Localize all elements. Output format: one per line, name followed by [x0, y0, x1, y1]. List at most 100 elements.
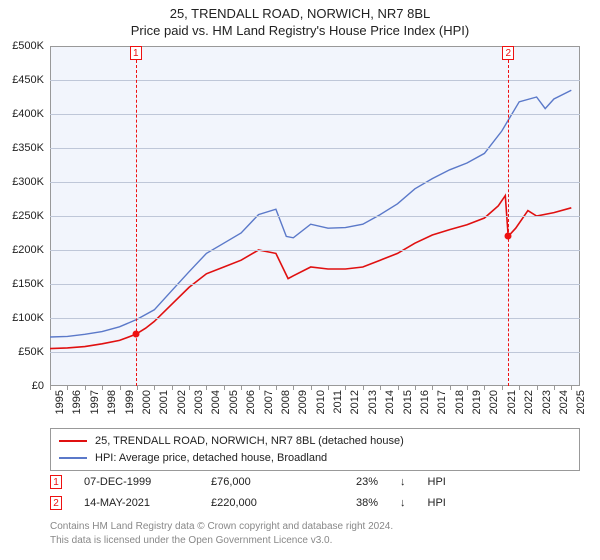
legend-label-hpi: HPI: Average price, detached house, Broa… [95, 450, 327, 467]
y-axis-label: £250K [0, 210, 44, 222]
legend-row-price-paid: 25, TRENDALL ROAD, NORWICH, NR7 8BL (det… [59, 433, 571, 450]
sale-row-2: 2 14-MAY-2021 £220,000 38% ↓ HPI [50, 493, 580, 514]
y-axis-label: £450K [0, 74, 44, 86]
x-axis-label: 2023 [541, 390, 553, 428]
legend-box: 25, TRENDALL ROAD, NORWICH, NR7 8BL (det… [50, 428, 580, 471]
sale-suffix-2: HPI [428, 493, 446, 514]
x-axis-label: 2003 [193, 390, 205, 428]
x-tick-mark [172, 386, 173, 390]
x-tick-mark [224, 386, 225, 390]
x-tick-mark [328, 386, 329, 390]
footer-line1: Contains HM Land Registry data © Crown c… [50, 521, 393, 532]
x-tick-mark [398, 386, 399, 390]
x-tick-mark [293, 386, 294, 390]
x-tick-mark [154, 386, 155, 390]
title-line2: Price paid vs. HM Land Registry's House … [0, 23, 600, 40]
sale-price-2: £220,000 [211, 493, 301, 514]
y-gridline [50, 182, 580, 183]
series-price_paid [50, 196, 571, 349]
x-axis-label: 2020 [488, 390, 500, 428]
sale-marker-box: 2 [502, 46, 514, 60]
x-tick-mark [554, 386, 555, 390]
x-tick-mark [484, 386, 485, 390]
x-tick-mark [380, 386, 381, 390]
y-axis-label: £50K [0, 346, 44, 358]
title-line1: 25, TRENDALL ROAD, NORWICH, NR7 8BL [0, 6, 600, 23]
x-axis-label: 1996 [71, 390, 83, 428]
legend-row-hpi: HPI: Average price, detached house, Broa… [59, 450, 571, 467]
y-axis-label: £300K [0, 176, 44, 188]
x-tick-mark [450, 386, 451, 390]
y-axis-label: £500K [0, 40, 44, 52]
x-tick-mark [537, 386, 538, 390]
x-axis-label: 2022 [523, 390, 535, 428]
sale-pct-2: 38% [323, 493, 378, 514]
y-gridline [50, 114, 580, 115]
x-axis-label: 2019 [471, 390, 483, 428]
x-tick-mark [311, 386, 312, 390]
y-axis-label: £350K [0, 142, 44, 154]
x-axis-label: 2004 [210, 390, 222, 428]
legend-swatch-hpi [59, 457, 87, 459]
x-axis-label: 2007 [263, 390, 275, 428]
x-axis-label: 2012 [349, 390, 361, 428]
x-axis-label: 2000 [141, 390, 153, 428]
x-axis-label: 1997 [89, 390, 101, 428]
x-tick-mark [189, 386, 190, 390]
sale-marker-box: 1 [130, 46, 142, 60]
y-gridline [50, 318, 580, 319]
x-tick-mark [85, 386, 86, 390]
sale-point-icon [505, 233, 512, 240]
x-axis-label: 1998 [106, 390, 118, 428]
x-tick-mark [415, 386, 416, 390]
sale-marker-line [508, 60, 509, 386]
y-axis-label: £100K [0, 312, 44, 324]
x-tick-mark [259, 386, 260, 390]
x-axis-label: 1999 [124, 390, 136, 428]
x-axis-label: 2013 [367, 390, 379, 428]
chart-plot-area: £0£50K£100K£150K£200K£250K£300K£350K£400… [50, 46, 580, 386]
y-axis-label: £400K [0, 108, 44, 120]
chart-container: 25, TRENDALL ROAD, NORWICH, NR7 8BL Pric… [0, 0, 600, 560]
y-gridline [50, 148, 580, 149]
y-axis-label: £150K [0, 278, 44, 290]
x-tick-mark [363, 386, 364, 390]
x-tick-mark [120, 386, 121, 390]
x-tick-mark [345, 386, 346, 390]
series-hpi [50, 90, 571, 337]
x-tick-mark [276, 386, 277, 390]
sale-price-1: £76,000 [211, 472, 301, 493]
x-tick-mark [519, 386, 520, 390]
x-axis-label: 2010 [315, 390, 327, 428]
x-axis-label: 2001 [158, 390, 170, 428]
sale-marker-1: 1 [50, 475, 62, 489]
sale-row-1: 1 07-DEC-1999 £76,000 23% ↓ HPI [50, 472, 580, 493]
x-axis-label: 2006 [245, 390, 257, 428]
x-tick-mark [50, 386, 51, 390]
x-tick-mark [467, 386, 468, 390]
x-axis-label: 2021 [506, 390, 518, 428]
x-tick-mark [206, 386, 207, 390]
y-gridline [50, 216, 580, 217]
y-gridline [50, 352, 580, 353]
x-axis-label: 1995 [54, 390, 66, 428]
sale-rows: 1 07-DEC-1999 £76,000 23% ↓ HPI 2 14-MAY… [50, 472, 580, 514]
y-gridline [50, 284, 580, 285]
x-axis-label: 2015 [402, 390, 414, 428]
x-tick-mark [571, 386, 572, 390]
x-tick-mark [241, 386, 242, 390]
y-axis-label: £0 [0, 380, 44, 392]
sale-pct-1: 23% [323, 472, 378, 493]
sale-arrow-icon-1: ↓ [400, 472, 406, 493]
x-axis-label: 2024 [558, 390, 570, 428]
legend-label-price-paid: 25, TRENDALL ROAD, NORWICH, NR7 8BL (det… [95, 433, 404, 450]
sale-marker-2: 2 [50, 496, 62, 510]
x-tick-mark [432, 386, 433, 390]
x-axis-label: 2009 [297, 390, 309, 428]
sale-date-2: 14-MAY-2021 [84, 493, 189, 514]
x-axis-label: 2008 [280, 390, 292, 428]
x-axis-label: 2011 [332, 390, 344, 428]
x-tick-mark [102, 386, 103, 390]
x-tick-mark [502, 386, 503, 390]
x-tick-mark [67, 386, 68, 390]
